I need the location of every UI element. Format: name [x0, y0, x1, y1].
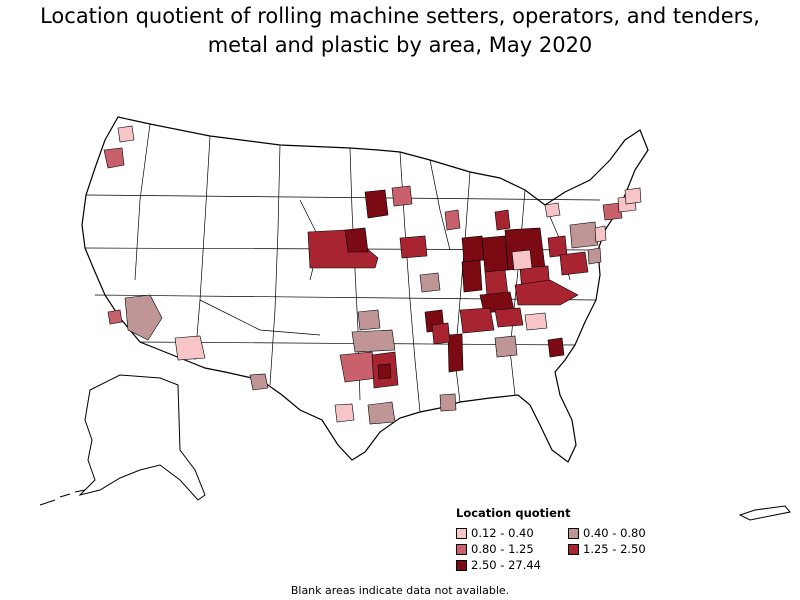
legend-item-1: 0.40 - 0.80	[568, 526, 688, 540]
area-chattanooga	[524, 312, 548, 331]
area-minnesota	[364, 189, 389, 219]
legend-item-4: 2.50 - 27.44	[456, 558, 568, 572]
legend-swatch-0	[456, 527, 467, 539]
area-el-paso	[249, 373, 269, 391]
area-kentucky-east	[514, 279, 579, 306]
area-pennsylvania-east	[569, 221, 599, 249]
area-tennessee-east	[494, 307, 524, 328]
legend-item-0: 0.12 - 0.40	[456, 526, 568, 540]
area-missouri	[419, 272, 441, 293]
legend-swatch-4	[456, 559, 467, 571]
legend-label-3: 1.25 - 2.50	[583, 542, 646, 556]
legend-item-2: 0.80 - 1.25	[456, 542, 568, 556]
area-austin	[334, 403, 355, 423]
hawaii-outline	[738, 505, 791, 521]
contiguous-us-outline	[81, 116, 649, 463]
area-beaumont	[439, 393, 457, 412]
area-phoenix	[174, 335, 206, 361]
title-line-2: metal and plastic by area, May 2020	[207, 33, 593, 57]
area-new-jersey	[594, 225, 607, 243]
legend-swatch-1	[568, 527, 579, 539]
legend-swatch-3	[568, 543, 579, 555]
area-iowa	[399, 235, 428, 259]
area-illinois-north	[461, 235, 485, 263]
area-wv	[511, 249, 533, 271]
area-oklahoma-city	[351, 329, 396, 353]
area-boston	[624, 187, 642, 205]
area-mississippi	[447, 333, 464, 373]
area-los-angeles	[124, 294, 163, 341]
area-illinois-central	[461, 259, 483, 293]
area-michigan	[494, 209, 511, 231]
alaska-outline	[78, 374, 206, 501]
legend-label-2: 0.80 - 1.25	[471, 542, 534, 556]
map-title: Location quotient of rolling machine set…	[0, 2, 800, 60]
legend-label-1: 0.40 - 0.80	[583, 526, 646, 540]
alaska-aleutians	[39, 489, 86, 506]
area-oklahoma	[357, 309, 381, 331]
area-houston	[367, 401, 396, 425]
legend-label-0: 0.12 - 0.40	[471, 526, 534, 540]
area-south-carolina	[547, 337, 565, 358]
area-tyler	[377, 363, 392, 380]
area-maryland	[587, 247, 602, 265]
legend-item-3: 1.25 - 2.50	[568, 542, 688, 556]
area-indiana	[481, 235, 509, 273]
area-seattle	[117, 125, 135, 143]
legend-title: Location quotient	[456, 506, 571, 520]
area-regions	[103, 125, 642, 425]
area-nebraska-central	[344, 227, 369, 253]
area-connecticut	[602, 202, 623, 221]
legend-label-4: 2.50 - 27.44	[471, 558, 541, 572]
title-line-1: Location quotient of rolling machine set…	[40, 4, 760, 28]
area-georgia	[494, 335, 518, 358]
area-pittsburgh	[547, 235, 568, 258]
footnote: Blank areas indicate data not available.	[290, 584, 510, 597]
area-portland	[103, 147, 125, 169]
area-virginia	[559, 251, 589, 276]
legend: Location quotient 0.12 - 0.40 0.40 - 0.8…	[456, 506, 706, 572]
area-tennessee	[459, 307, 495, 334]
area-upstate-ny	[544, 202, 561, 218]
area-nebraska-nonmetro	[307, 229, 379, 269]
area-minneapolis	[391, 185, 413, 207]
area-memphis	[431, 322, 451, 345]
legend-swatch-2	[456, 543, 467, 555]
area-wisconsin	[444, 209, 461, 231]
area-ca-coast	[107, 309, 123, 325]
